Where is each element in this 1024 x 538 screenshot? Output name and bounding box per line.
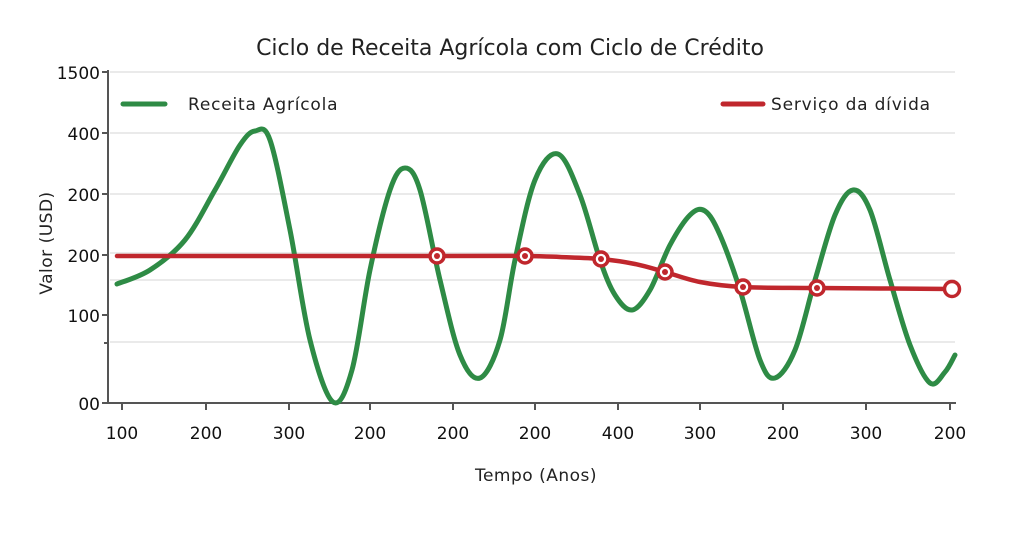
data-point-marker-dot (598, 256, 604, 262)
x-tick-label: 200 (354, 424, 386, 444)
y-tick-label: 200 (68, 186, 100, 206)
x-tick-label: 100 (106, 424, 138, 444)
series-servico-divida-line (114, 253, 955, 292)
y-tick-label: 200 (68, 247, 100, 267)
data-point-marker-dot (814, 285, 820, 291)
x-tick-label: 200 (934, 424, 966, 444)
legend: Receita Agrícola Serviço da dívida (120, 95, 931, 115)
data-point-marker-dot (662, 269, 668, 275)
x-tick-label: 200 (190, 424, 222, 444)
y-tick-label: 00 (78, 395, 100, 415)
x-tick-label: 200 (437, 424, 469, 444)
data-point-marker-dot (740, 284, 746, 290)
y-tick-label: 1500 (57, 64, 100, 84)
chart-title: Ciclo de Receita Agrícola com Ciclo de C… (256, 36, 764, 61)
x-tick-label: 200 (519, 424, 551, 444)
x-axis-label: Tempo (Anos) (474, 466, 597, 486)
x-tick-label: 400 (602, 424, 634, 444)
series-servico-divida-markers (428, 247, 962, 299)
data-point-marker-dot (434, 253, 440, 259)
legend-item-servico-divida[interactable]: Serviço da dívida (720, 95, 931, 115)
legend-item-receita-agricola[interactable]: Receita Agrícola (120, 95, 338, 115)
x-tick-label: 300 (684, 424, 716, 444)
y-axis-ticks: 1500 400 200 200 100 00 (57, 64, 108, 415)
legend-label-receita-agricola: Receita Agrícola (188, 95, 338, 115)
y-tick-label: 100 (68, 307, 100, 327)
series-receita-agricola-line (114, 126, 958, 406)
legend-label-servico-divida: Serviço da dívida (771, 95, 931, 115)
y-tick-label: 400 (68, 125, 100, 145)
x-tick-label: 300 (273, 424, 305, 444)
data-point-marker-dot (522, 253, 528, 259)
y-axis-label: Valor (USD) (37, 191, 57, 294)
x-axis-ticks: 100 200 300 200 200 200 400 300 200 300 200 (106, 403, 966, 444)
end-point-marker[interactable] (942, 279, 962, 299)
x-tick-label: 300 (850, 424, 882, 444)
x-tick-label: 200 (767, 424, 799, 444)
